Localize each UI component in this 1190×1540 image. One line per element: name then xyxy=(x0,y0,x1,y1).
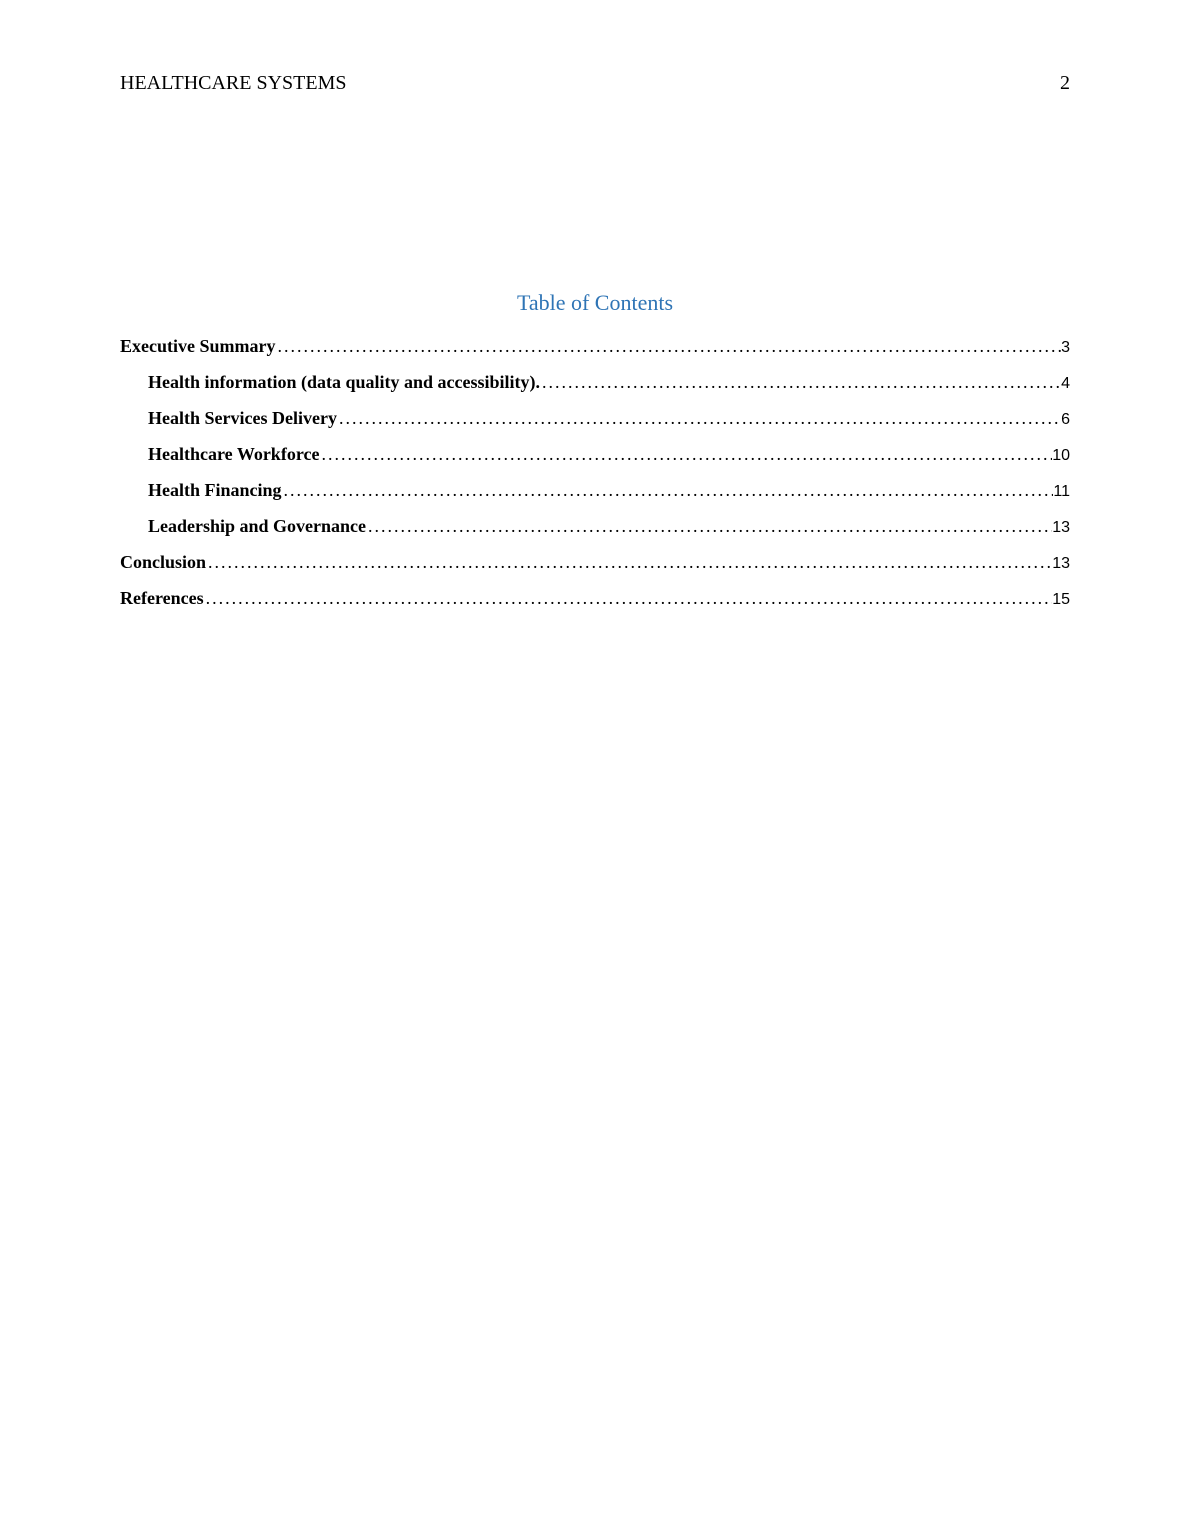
toc-entry-page: 15 xyxy=(1052,584,1070,616)
toc-leader-dots xyxy=(366,508,1052,544)
toc-entry[interactable]: Healthcare Workforce 10 xyxy=(120,436,1070,472)
toc-leader-dots xyxy=(206,544,1052,580)
toc-entry-label: Health Services Delivery xyxy=(148,400,337,436)
toc-entry-label: References xyxy=(120,580,204,616)
toc-leader-dots xyxy=(319,436,1052,472)
toc-entry-page: 13 xyxy=(1052,548,1070,580)
toc-leader-dots xyxy=(282,472,1054,508)
toc-entry-label: Leadership and Governance xyxy=(148,508,366,544)
toc-entry[interactable]: References 15 xyxy=(120,580,1070,616)
toc-entry[interactable]: Health information (data quality and acc… xyxy=(120,364,1070,400)
page-number: 2 xyxy=(1060,72,1070,95)
toc-entry[interactable]: Conclusion 13 xyxy=(120,544,1070,580)
toc-entry-page: 4 xyxy=(1061,368,1070,400)
toc-entry-label: Health information (data quality and acc… xyxy=(148,364,540,400)
toc-entry[interactable]: Executive Summary 3 xyxy=(120,328,1070,364)
toc-entry-label: Healthcare Workforce xyxy=(148,436,319,472)
toc-entry-label: Health Financing xyxy=(148,472,282,508)
running-head: HEALTHCARE SYSTEMS xyxy=(120,72,347,95)
toc-entry-page: 13 xyxy=(1052,512,1070,544)
toc-list: Executive Summary 3 Health information (da… xyxy=(120,328,1070,616)
toc-leader-dots xyxy=(204,580,1053,616)
toc-entry-page: 3 xyxy=(1061,332,1070,364)
toc-entry-page: 6 xyxy=(1061,404,1070,436)
toc-entry-page: 11 xyxy=(1053,476,1070,508)
toc-entry[interactable]: Leadership and Governance 13 xyxy=(120,508,1070,544)
toc-leader-dots xyxy=(337,400,1061,436)
toc-entry-label: Conclusion xyxy=(120,544,206,580)
toc-title: Table of Contents xyxy=(120,290,1070,316)
toc-entry[interactable]: Health Services Delivery 6 xyxy=(120,400,1070,436)
toc-leader-dots xyxy=(275,328,1061,364)
document-page: HEALTHCARE SYSTEMS 2 Table of Contents E… xyxy=(0,0,1190,1540)
toc-entry[interactable]: Health Financing 11 xyxy=(120,472,1070,508)
toc-leader-dots xyxy=(540,364,1061,400)
toc-entry-label: Executive Summary xyxy=(120,328,275,364)
table-of-contents: Table of Contents Executive Summary 3 Heal… xyxy=(120,290,1070,616)
toc-entry-page: 10 xyxy=(1052,440,1070,472)
